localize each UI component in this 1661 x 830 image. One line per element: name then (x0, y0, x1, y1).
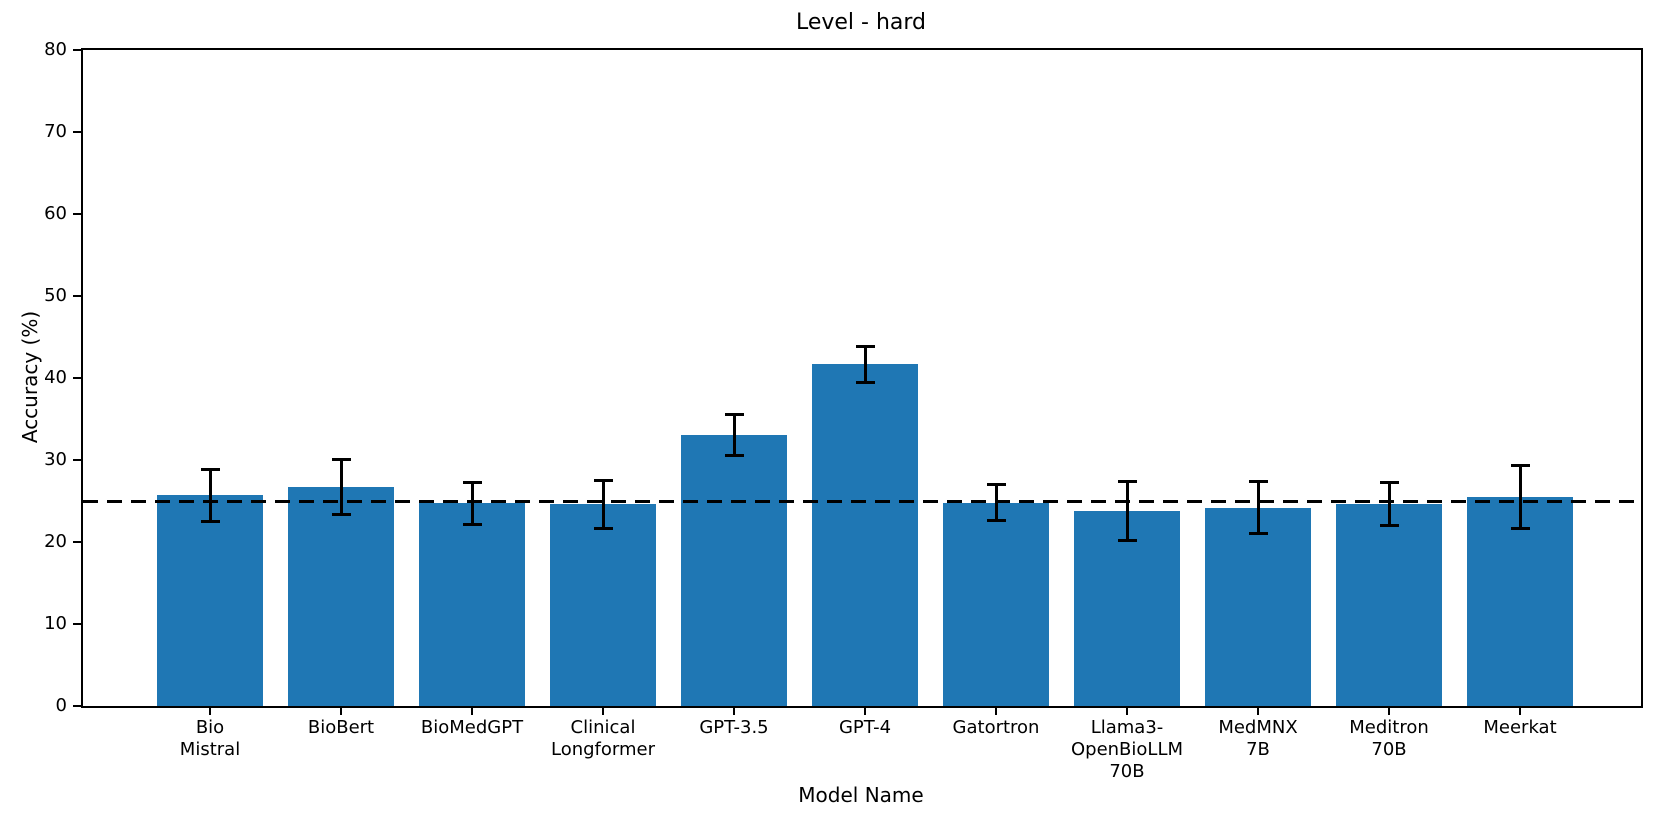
error-bar-cap-top (1248, 479, 1268, 483)
error-bar-cap-top (1510, 464, 1530, 468)
y-tick-mark (73, 294, 81, 298)
plot-area: 0 10 20 30 40 50 60 70 80 Bio Mistral BioBert BioMe… (44, 39, 1643, 782)
bar (943, 502, 1049, 706)
bar (288, 487, 394, 706)
x-tick-label: Clinical Longformer (550, 717, 656, 760)
error-bar (732, 414, 736, 456)
y-tick-label: 70 (44, 121, 67, 142)
x-tick-mark (732, 706, 736, 715)
x-tick-label: GPT-4 (838, 717, 892, 738)
x-tick-mark (601, 706, 605, 715)
x-tick-label: Gatortron (952, 717, 1040, 738)
error-bar-cap-top (855, 344, 875, 348)
x-tick-label: BioMedGPT (420, 717, 524, 738)
y-tick-label: 40 (44, 367, 67, 388)
x-tick-label: Meerkat (1483, 717, 1557, 738)
x-tick-mark (339, 706, 343, 715)
y-tick-label: 60 (44, 203, 67, 224)
y-tick-label: 80 (44, 39, 67, 60)
x-tick-label: Llama3- OpenBioLLM 70B (1070, 717, 1184, 782)
error-bar-cap-top (1379, 481, 1399, 485)
bar (1336, 504, 1442, 706)
error-bar (1256, 481, 1260, 534)
bar (812, 364, 918, 706)
x-tick-mark (994, 706, 998, 715)
error-bar (339, 459, 343, 515)
y-tick-mark (73, 704, 81, 708)
error-bar-cap-bottom (1248, 532, 1268, 536)
error-bar-cap-bottom (1117, 538, 1137, 542)
error-bar (1387, 482, 1391, 526)
error-bar-cap-bottom (986, 519, 1006, 523)
error-bar (994, 484, 998, 521)
error-bar-cap-top (200, 467, 220, 471)
x-tick-mark (1387, 706, 1391, 715)
bar (1467, 496, 1573, 706)
bar (1205, 507, 1311, 706)
y-tick-label: 20 (44, 531, 67, 552)
bar (1074, 510, 1180, 706)
error-bar-cap-bottom (855, 380, 875, 384)
y-tick-label: 50 (44, 285, 67, 306)
x-tick-mark (1518, 706, 1522, 715)
x-tick-label: BioBert (307, 717, 375, 738)
y-tick-label: 10 (44, 613, 67, 634)
error-bar (863, 346, 867, 383)
error-bar-cap-bottom (593, 526, 613, 530)
x-tick-mark (1125, 706, 1129, 715)
y-tick-mark (73, 622, 81, 626)
y-tick-mark (73, 540, 81, 544)
x-tick-label: Meditron 70B (1349, 717, 1429, 760)
error-bar (208, 469, 212, 522)
error-bar-cap-bottom (200, 520, 220, 523)
x-tick-mark (1256, 706, 1260, 715)
bar (681, 435, 787, 706)
error-bar (601, 480, 605, 529)
bar (157, 495, 263, 706)
x-tick-mark (208, 706, 212, 715)
chart-title: Level - hard (795, 10, 927, 35)
x-tick-mark (863, 706, 867, 715)
error-bar (1125, 481, 1129, 541)
baseline-dashed-line (83, 499, 1641, 503)
y-tick-mark (73, 458, 81, 462)
error-bar-cap-top (331, 457, 351, 461)
y-tick-mark (73, 130, 81, 134)
y-tick-mark (73, 48, 81, 52)
error-bar-cap-bottom (462, 523, 482, 527)
y-tick-label: 0 (55, 695, 67, 716)
error-bar-cap-bottom (1510, 526, 1530, 530)
error-bar-cap-bottom (331, 513, 351, 517)
bar (419, 503, 525, 706)
error-bar-cap-bottom (724, 454, 744, 458)
error-bar-cap-bottom (1379, 524, 1399, 528)
y-tick-mark (73, 376, 81, 380)
x-tick-label: GPT-3.5 (699, 717, 769, 738)
error-bar (1518, 465, 1522, 529)
error-bar-cap-top (1117, 479, 1137, 483)
error-bar-cap-top (724, 413, 744, 417)
x-axis-label: Model Name (798, 783, 924, 807)
x-tick-mark (470, 706, 474, 715)
error-bar (470, 482, 474, 525)
y-tick-mark (73, 212, 81, 216)
error-bar-cap-top (462, 480, 482, 484)
bar (550, 504, 656, 706)
error-bar-cap-top (986, 483, 1006, 487)
x-tick-label: MedMNX 7B (1218, 717, 1298, 760)
y-tick-label: 30 (44, 449, 67, 470)
x-tick-label: Bio Mistral (179, 717, 241, 760)
error-bar-cap-top (593, 479, 613, 482)
